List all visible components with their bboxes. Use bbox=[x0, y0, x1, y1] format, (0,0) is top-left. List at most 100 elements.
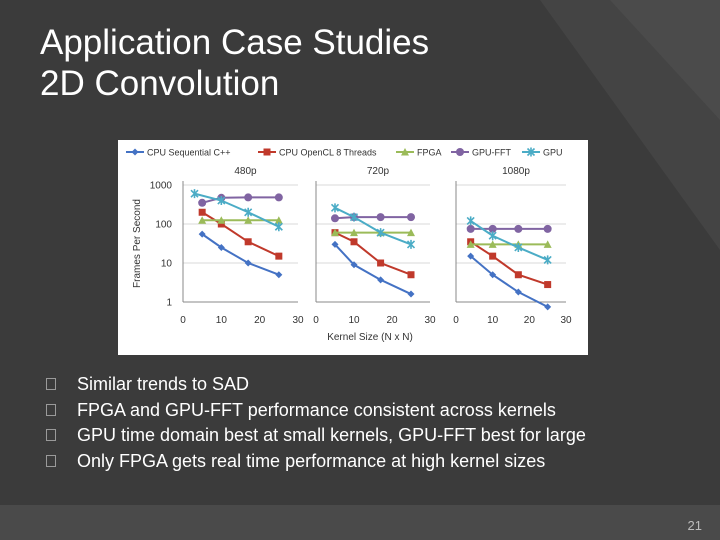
series-line bbox=[470, 220, 549, 261]
data-point bbox=[198, 198, 207, 207]
legend-marker bbox=[401, 148, 409, 156]
data-point bbox=[244, 259, 252, 267]
legend-label: CPU OpenCL 8 Threads bbox=[279, 148, 377, 158]
bullet-text: Only FPGA gets real time performance at … bbox=[77, 450, 546, 471]
data-point bbox=[467, 252, 475, 260]
legend-label: CPU Sequential C++ bbox=[147, 148, 231, 158]
y-tick-label: 100 bbox=[155, 220, 172, 231]
data-point bbox=[217, 216, 226, 224]
data-point bbox=[350, 238, 358, 246]
series-line bbox=[470, 255, 549, 308]
data-point bbox=[376, 213, 385, 222]
panel-label: 1080p bbox=[502, 166, 530, 177]
data-point bbox=[514, 242, 523, 252]
data-point bbox=[514, 224, 523, 233]
data-point bbox=[406, 239, 416, 249]
data-point bbox=[407, 290, 415, 298]
x-axis-label: Kernel Size (N x N) bbox=[327, 332, 413, 343]
data-point bbox=[349, 212, 359, 222]
legend-marker bbox=[263, 148, 271, 156]
series-line bbox=[334, 231, 412, 276]
data-point bbox=[544, 281, 552, 289]
bullet-text: GPU time domain best at small kernels, G… bbox=[77, 425, 586, 446]
y-tick-label: 10 bbox=[161, 259, 173, 270]
bullet-text: FPGA and GPU-FFT performance consistent … bbox=[77, 399, 556, 420]
x-tick-label: 20 bbox=[524, 315, 536, 326]
series-line bbox=[201, 211, 280, 258]
chart-svg: CPU Sequential C++ CPU OpenCL 8 Threads FP… bbox=[126, 147, 572, 343]
series-line bbox=[334, 243, 412, 295]
data-point bbox=[544, 303, 552, 311]
legend-marker bbox=[131, 148, 139, 156]
data-point bbox=[489, 271, 497, 279]
bullet-box-icon bbox=[46, 403, 56, 416]
series-line bbox=[194, 192, 280, 228]
x-tick-label: 30 bbox=[424, 315, 436, 326]
data-point bbox=[198, 208, 206, 216]
x-tick-label: 30 bbox=[292, 315, 304, 326]
y-tick-label: 1000 bbox=[150, 181, 173, 192]
data-point bbox=[543, 255, 552, 265]
data-point bbox=[350, 261, 358, 269]
data-point bbox=[489, 252, 497, 260]
bullet-box-icon bbox=[46, 378, 56, 390]
data-point bbox=[407, 271, 415, 279]
data-point bbox=[331, 228, 339, 237]
x-tick-label: 10 bbox=[216, 315, 228, 326]
bullet-box-icon bbox=[46, 454, 56, 467]
data-point bbox=[466, 240, 475, 248]
data-point bbox=[244, 238, 252, 246]
x-tick-label: 0 bbox=[180, 315, 186, 326]
x-tick-label: 0 bbox=[313, 315, 319, 326]
series-line bbox=[334, 206, 412, 246]
data-point bbox=[244, 216, 253, 224]
data-point bbox=[275, 271, 283, 279]
series-line bbox=[470, 240, 548, 286]
legend-label: GPU bbox=[543, 148, 563, 158]
data-point bbox=[331, 214, 339, 223]
y-axis-label: Frames Per Second bbox=[132, 199, 143, 288]
legend-marker bbox=[456, 148, 464, 156]
legend-label: GPU-FFT bbox=[472, 148, 511, 158]
data-point bbox=[514, 288, 522, 296]
x-tick-label: 30 bbox=[560, 315, 572, 326]
data-point bbox=[514, 271, 522, 279]
x-tick-label: 20 bbox=[254, 315, 266, 326]
slide-title: Application Case Studies 2D Convolution bbox=[40, 22, 429, 104]
data-point bbox=[198, 216, 207, 224]
series-line bbox=[334, 216, 411, 220]
footer-band bbox=[0, 505, 720, 540]
title-line-2: 2D Convolution bbox=[40, 64, 280, 103]
data-point bbox=[350, 228, 358, 237]
page-number: 21 bbox=[687, 518, 702, 533]
data-point bbox=[488, 240, 497, 248]
data-point bbox=[488, 231, 497, 241]
data-point bbox=[488, 224, 497, 233]
legend-label: FPGA bbox=[417, 148, 442, 158]
data-point bbox=[543, 240, 552, 248]
data-point bbox=[466, 224, 475, 233]
data-point bbox=[274, 193, 283, 202]
data-point bbox=[376, 228, 385, 238]
bullet-box-icon bbox=[46, 429, 56, 442]
data-point bbox=[331, 240, 339, 248]
data-point bbox=[274, 216, 283, 224]
performance-chart: CPU Sequential C++ CPU OpenCL 8 Threads FP… bbox=[118, 140, 588, 355]
title-line-1: Application Case Studies bbox=[40, 23, 430, 62]
data-point bbox=[330, 203, 340, 213]
data-point bbox=[377, 276, 385, 284]
x-tick-label: 10 bbox=[487, 315, 499, 326]
data-point bbox=[275, 252, 283, 260]
data-point bbox=[198, 230, 206, 238]
legend-marker bbox=[526, 147, 536, 157]
y-tick-label: 1 bbox=[166, 298, 172, 309]
data-point bbox=[244, 207, 253, 217]
data-point bbox=[190, 189, 199, 199]
data-point bbox=[244, 193, 253, 202]
data-point bbox=[217, 220, 225, 228]
data-point bbox=[466, 216, 475, 226]
data-point bbox=[407, 228, 415, 237]
data-point bbox=[377, 259, 385, 267]
data-point bbox=[543, 224, 552, 233]
